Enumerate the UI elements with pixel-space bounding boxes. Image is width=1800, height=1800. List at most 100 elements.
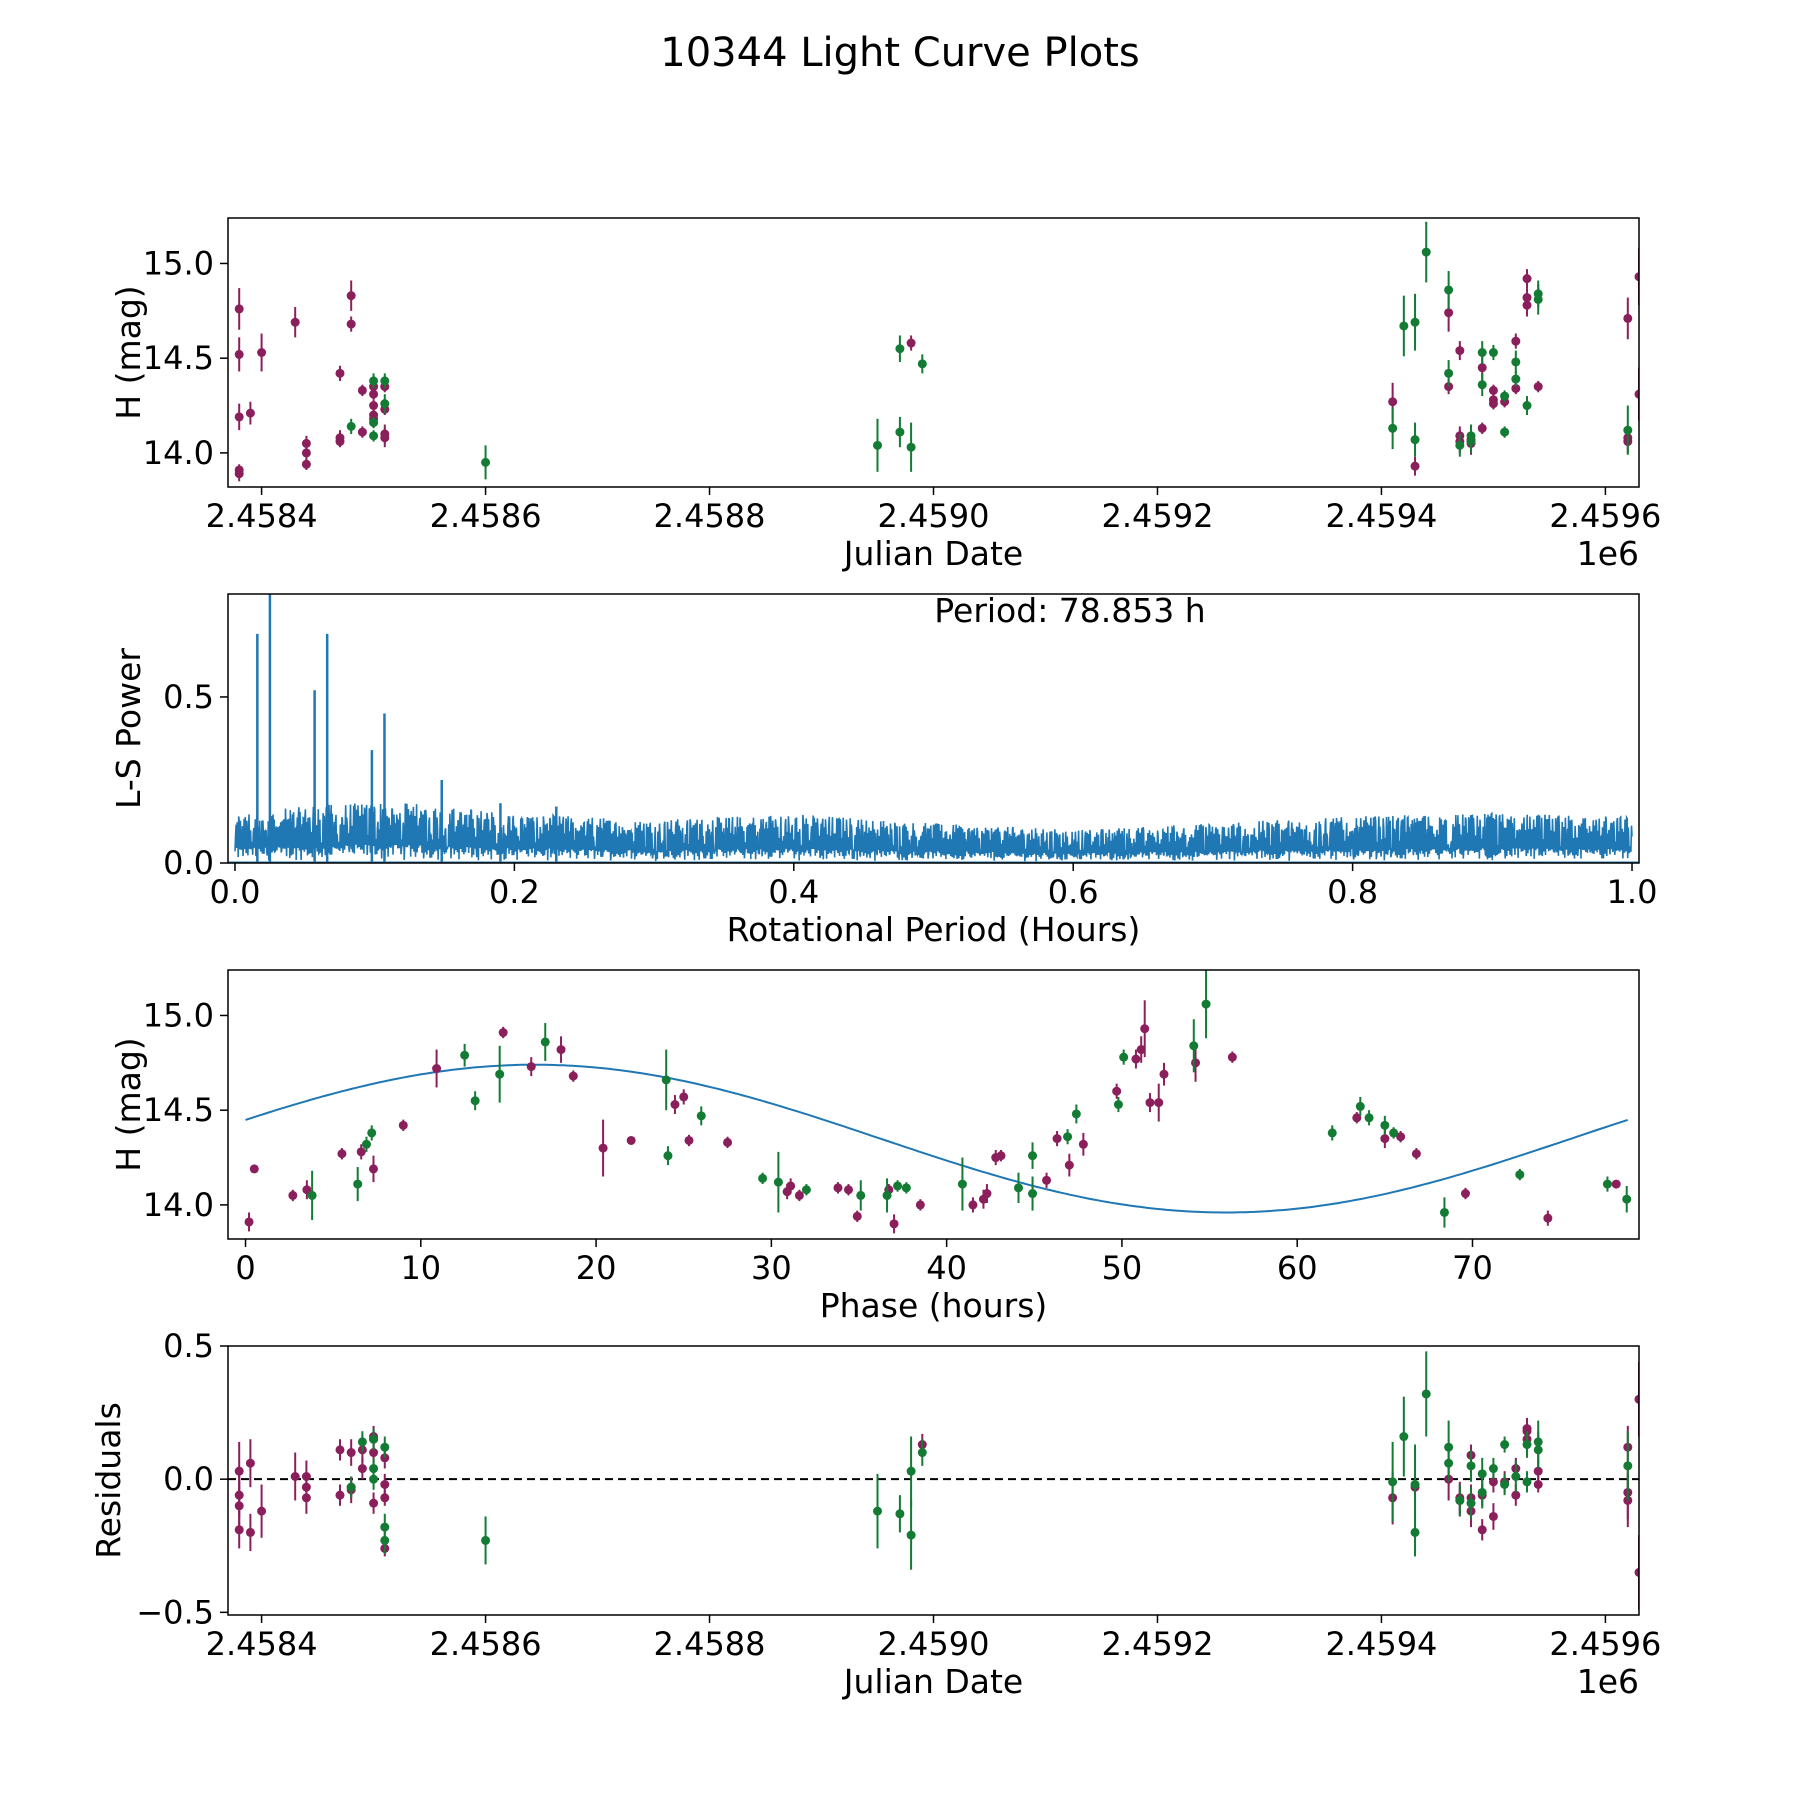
axes-frame: [227, 217, 1640, 488]
data-point: [398, 1120, 408, 1130]
data-point: [1611, 1179, 1621, 1189]
y-axis-label: L-S Power: [109, 648, 148, 809]
data-point: [335, 1490, 345, 1500]
data-point: [1028, 1189, 1038, 1199]
data-point: [856, 1190, 866, 1200]
data-point: [556, 1045, 566, 1055]
data-point: [367, 1128, 377, 1138]
data-point: [302, 1185, 312, 1195]
data-point: [1154, 1098, 1164, 1108]
data-point: [1388, 423, 1398, 433]
data-point: [1522, 1477, 1532, 1487]
data-point: [234, 1501, 244, 1511]
data-point: [380, 1493, 390, 1503]
data-point: [568, 1071, 578, 1081]
data-point: [1131, 1054, 1141, 1064]
data-point: [895, 344, 905, 354]
data-point: [481, 1535, 491, 1545]
data-point: [1410, 461, 1420, 471]
data-point: [346, 1482, 356, 1492]
data-point: [901, 1183, 911, 1193]
plot-area: [244, 970, 1632, 1234]
data-point: [356, 1147, 366, 1157]
data-point: [357, 1437, 367, 1447]
data-point: [1399, 321, 1409, 331]
data-point: [1500, 427, 1510, 437]
data-point: [432, 1064, 442, 1074]
data-point: [1327, 1128, 1337, 1138]
data-point: [1455, 1495, 1465, 1505]
x-tick-label: 2.4588: [654, 497, 766, 535]
data-point: [380, 1442, 390, 1452]
data-point: [380, 1535, 390, 1545]
data-point: [234, 412, 244, 422]
data-point: [1410, 1479, 1420, 1489]
data-point: [335, 437, 345, 447]
data-point: [1634, 1567, 1639, 1577]
data-point: [1522, 274, 1532, 284]
data-point: [882, 1190, 892, 1200]
data-point: [1511, 374, 1521, 384]
data-point: [369, 418, 379, 428]
x-axis-label: Julian Date: [842, 534, 1024, 573]
data-point: [1522, 1440, 1532, 1450]
x-tick-label: 50: [1102, 1249, 1143, 1287]
data-point: [773, 1177, 783, 1187]
data-point: [843, 1185, 853, 1195]
x-tick-label: 70: [1452, 1249, 1493, 1287]
data-point: [1410, 435, 1420, 445]
data-point: [1063, 1132, 1073, 1142]
data-point: [852, 1211, 862, 1221]
series-magenta: [234, 248, 1639, 482]
data-point: [346, 421, 356, 431]
data-point: [244, 1217, 254, 1227]
data-point: [873, 1506, 883, 1516]
y-tick-label: 14.5: [143, 1091, 214, 1129]
data-point: [346, 1448, 356, 1458]
data-point: [380, 376, 390, 386]
data-point: [1623, 313, 1633, 323]
panel-periodogram: 0.0 0.2 0.4 0.6 0.8 1.0 0.0 0.5 Rotational Perio…: [109, 593, 1657, 949]
y-tick-label: 14.5: [143, 339, 214, 377]
data-point: [1410, 317, 1420, 327]
panel-residuals: 2.4584 2.4586 2.4588 2.4590 2.4592 2.4594 2.45…: [89, 1327, 1661, 1701]
data-point: [598, 1143, 608, 1153]
data-point: [1140, 1024, 1150, 1034]
data-point: [346, 319, 356, 329]
data-point: [957, 1179, 967, 1189]
data-point: [1488, 348, 1498, 357]
series-magenta: [244, 1000, 1621, 1234]
x-tick-label: 2.4588: [654, 1625, 766, 1663]
data-point: [369, 401, 379, 411]
data-point: [1533, 1466, 1543, 1476]
x-tick-label: 2.4586: [430, 497, 542, 535]
x-tick-label: 0.2: [489, 873, 540, 911]
data-point: [663, 1151, 673, 1161]
data-point: [968, 1200, 978, 1210]
data-point: [1191, 1058, 1201, 1068]
data-point: [369, 376, 379, 386]
data-point: [301, 438, 311, 448]
data-point: [1466, 1498, 1476, 1508]
data-point: [1477, 1487, 1487, 1497]
x-tick-label: 2.4594: [1325, 497, 1437, 535]
x-axis-label: Julian Date: [842, 1662, 1024, 1701]
data-point: [1522, 300, 1532, 310]
data-point: [369, 1498, 379, 1508]
x-tick-label: 2.4590: [878, 497, 990, 535]
data-point: [290, 317, 300, 327]
data-point: [1388, 397, 1398, 407]
y-tick-label: 0.5: [163, 1327, 214, 1365]
data-point: [670, 1100, 680, 1109]
data-point: [380, 429, 390, 439]
y-tick-label: 15.0: [143, 996, 214, 1034]
x-tick-label: 2.4586: [430, 1625, 542, 1663]
data-point: [337, 1149, 347, 1159]
data-point: [1460, 1189, 1470, 1199]
data-point: [369, 1474, 379, 1484]
data-point: [1466, 437, 1476, 447]
x-tick-label: 10: [400, 1249, 441, 1287]
data-point: [481, 457, 491, 467]
series-green: [307, 970, 1632, 1228]
